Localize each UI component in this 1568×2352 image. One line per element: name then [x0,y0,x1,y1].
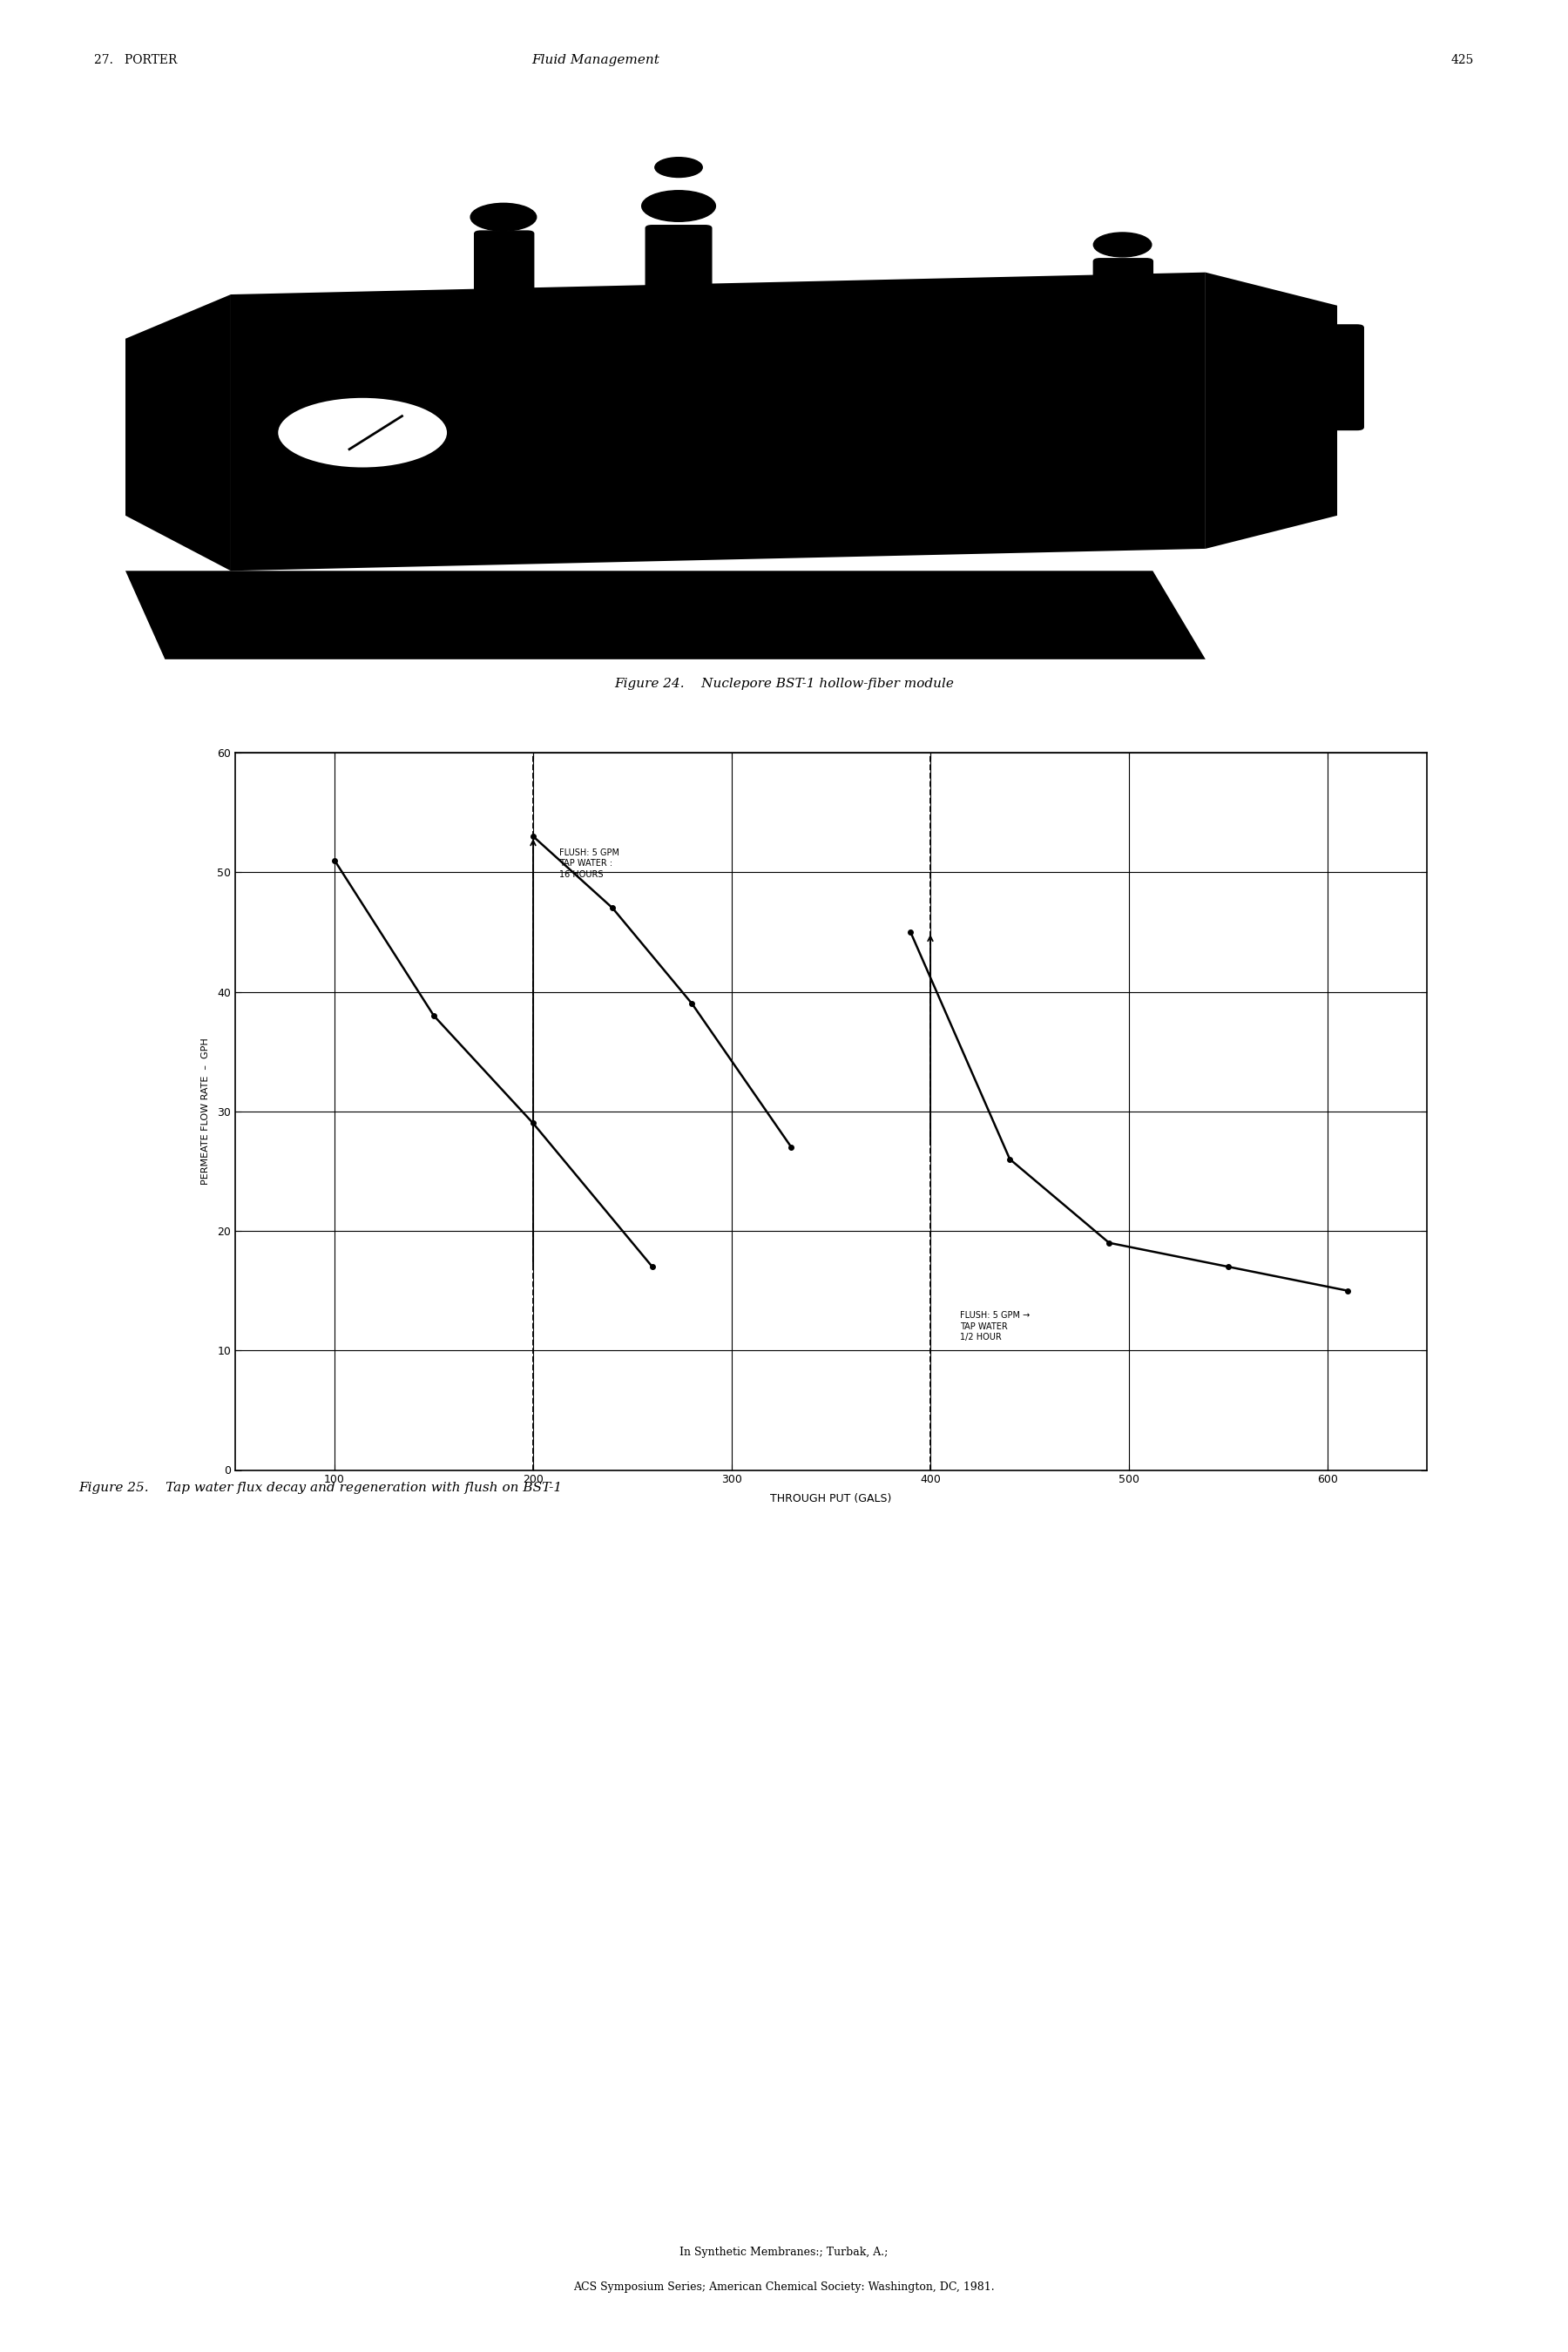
X-axis label: THROUGH PUT (GALS): THROUGH PUT (GALS) [770,1494,892,1505]
Y-axis label: PERMEATE FLOW RATE  –  GPH: PERMEATE FLOW RATE – GPH [201,1037,210,1185]
Circle shape [470,202,536,230]
Text: In Synthetic Membranes:; Turbak, A.;: In Synthetic Membranes:; Turbak, A.; [681,2246,887,2258]
Text: ACS Symposium Series; American Chemical Society: Washington, DC, 1981.: ACS Symposium Series; American Chemical … [574,2281,994,2293]
FancyBboxPatch shape [1278,325,1364,430]
Circle shape [655,158,702,176]
FancyBboxPatch shape [1093,259,1152,341]
Polygon shape [125,572,1206,659]
Text: Figure 25.    Tap water flux decay and regeneration with flush on BST-1: Figure 25. Tap water flux decay and rege… [78,1482,561,1494]
FancyBboxPatch shape [646,226,712,341]
Circle shape [1093,233,1151,256]
Text: 425: 425 [1450,54,1474,66]
Polygon shape [1206,273,1338,548]
Text: Fluid Management: Fluid Management [532,54,660,66]
Polygon shape [125,294,230,572]
Text: Figure 24.    Nuclepore BST-1 hollow-fiber module: Figure 24. Nuclepore BST-1 hollow-fiber … [615,677,953,689]
FancyBboxPatch shape [475,230,533,313]
Circle shape [278,397,448,468]
Polygon shape [230,273,1206,572]
Text: FLUSH: 5 GPM →
TAP WATER
1/2 HOUR: FLUSH: 5 GPM → TAP WATER 1/2 HOUR [960,1312,1030,1341]
Text: FLUSH: 5 GPM
TAP WATER :
16 HOURS: FLUSH: 5 GPM TAP WATER : 16 HOURS [558,849,619,880]
Text: 27.   PORTER: 27. PORTER [94,54,177,66]
Circle shape [641,191,715,221]
